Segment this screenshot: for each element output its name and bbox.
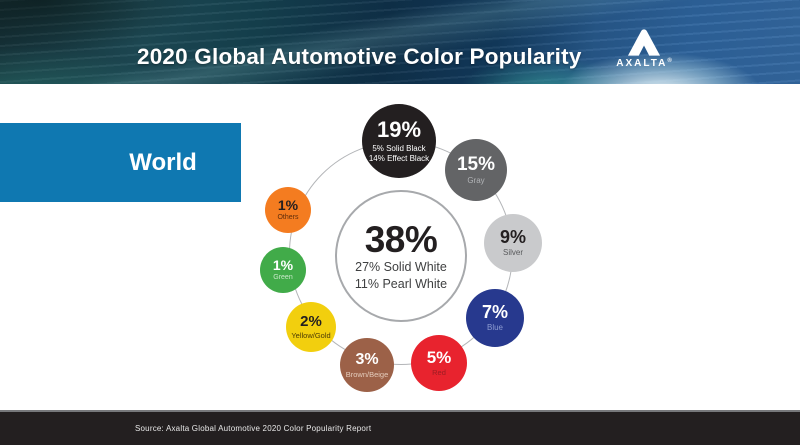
bubble-label: Blue: [486, 323, 503, 333]
bubble-blue: 7% Blue: [466, 289, 524, 347]
bubble-red: 5% Red: [411, 335, 467, 391]
page-title: 2020 Global Automotive Color Popularity: [137, 44, 582, 69]
bubble-label: Green: [273, 273, 293, 281]
region-label: World: [129, 148, 197, 176]
bubble-value: 5%: [426, 348, 452, 367]
bubble-value: 9%: [499, 227, 526, 248]
bubble-label: Others: [277, 213, 299, 221]
hero-banner: 2020 Global Automotive Color Popularity …: [0, 0, 800, 84]
bubble-silver: 9% Silver: [484, 214, 542, 272]
axalta-a-icon: [611, 29, 677, 56]
brand-name: AXALTA®: [616, 58, 672, 69]
bubble-value: 38%: [364, 218, 438, 260]
bubble-brown-beige: 3% Brown/Beige: [340, 338, 394, 392]
bubble-detail: 11% Pearl White: [354, 276, 448, 291]
bubble-others: 1% Others: [265, 187, 311, 233]
bubble-detail: 5% Solid Black: [372, 143, 426, 153]
bubble-label: Silver: [502, 248, 523, 258]
registered-mark: ®: [667, 58, 672, 64]
bubble-value: 1%: [272, 256, 294, 273]
bubble-value: 2%: [300, 313, 322, 330]
footer-bar: Source: Axalta Global Automotive 2020 Co…: [0, 410, 800, 445]
bubble-label: Yellow/Gold: [291, 331, 331, 340]
bubble-black: 19% 5% Solid Black 14% Effect Black: [362, 104, 436, 178]
bubble-value: 19%: [376, 116, 422, 142]
bubble-value: 15%: [456, 153, 496, 175]
bubble-detail: 14% Effect Black: [368, 153, 430, 163]
bubble-value: 3%: [355, 350, 379, 368]
bubble-label: Brown/Beige: [345, 369, 389, 379]
bubble-label: Gray: [467, 175, 485, 185]
bubble-white-center: 38% 27% Solid White 11% Pearl White: [335, 190, 467, 322]
bubble-value: 7%: [481, 302, 508, 323]
bubble-label: Red: [432, 368, 446, 377]
axalta-logo: AXALTA®: [611, 29, 677, 69]
region-label-box: World: [0, 123, 241, 202]
bubble-gray: 15% Gray: [445, 139, 507, 201]
bubble-green: 1% Green: [260, 247, 306, 293]
source-text: Source: Axalta Global Automotive 2020 Co…: [135, 424, 372, 433]
bubble-detail: 27% Solid White: [355, 259, 447, 274]
bubble-yellow-gold: 2% Yellow/Gold: [286, 302, 336, 352]
bubble-value: 1%: [277, 196, 299, 213]
